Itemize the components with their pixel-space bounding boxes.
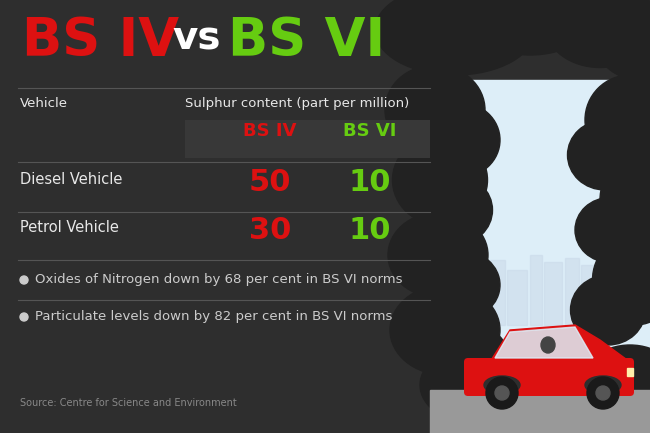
Text: BS VI: BS VI <box>228 15 385 67</box>
Polygon shape <box>430 390 650 433</box>
Polygon shape <box>470 325 630 362</box>
Bar <box>185 120 430 158</box>
Ellipse shape <box>417 175 493 245</box>
Ellipse shape <box>385 65 485 155</box>
Text: 10: 10 <box>349 168 391 197</box>
Ellipse shape <box>393 135 488 225</box>
Ellipse shape <box>390 285 500 375</box>
Text: 50: 50 <box>249 168 291 197</box>
Bar <box>619 260 637 325</box>
Circle shape <box>495 386 509 400</box>
Polygon shape <box>430 80 650 390</box>
Text: Particulate levels down by 82 per cent in BS VI norms: Particulate levels down by 82 per cent i… <box>35 310 393 323</box>
Ellipse shape <box>420 250 500 320</box>
Text: BS VI: BS VI <box>343 122 396 140</box>
Bar <box>490 260 505 325</box>
Circle shape <box>587 377 619 409</box>
Circle shape <box>20 276 28 284</box>
Ellipse shape <box>541 337 555 353</box>
Circle shape <box>486 377 518 409</box>
Ellipse shape <box>585 376 621 394</box>
Text: BS IV: BS IV <box>22 15 179 67</box>
Ellipse shape <box>422 323 508 388</box>
Text: Sulphur content (part per million): Sulphur content (part per million) <box>185 97 410 110</box>
Ellipse shape <box>420 103 500 178</box>
Text: Vehicle: Vehicle <box>20 97 68 110</box>
Ellipse shape <box>545 0 650 68</box>
Ellipse shape <box>580 345 650 425</box>
Bar <box>544 262 562 325</box>
Ellipse shape <box>495 350 625 430</box>
Ellipse shape <box>388 213 488 297</box>
Ellipse shape <box>571 275 645 345</box>
Text: Petrol Vehicle: Petrol Vehicle <box>20 220 119 235</box>
Bar <box>507 270 527 325</box>
Circle shape <box>20 313 28 321</box>
Ellipse shape <box>465 0 595 55</box>
Bar <box>565 258 579 325</box>
Text: Source: Centre for Science and Environment: Source: Centre for Science and Environme… <box>20 398 237 408</box>
Text: vs: vs <box>172 20 220 58</box>
Bar <box>581 265 603 325</box>
Text: Diesel Vehicle: Diesel Vehicle <box>20 172 122 187</box>
Ellipse shape <box>375 0 535 75</box>
Bar <box>472 268 488 325</box>
Text: BS IV: BS IV <box>243 122 296 140</box>
Ellipse shape <box>600 155 650 245</box>
Ellipse shape <box>593 235 650 325</box>
Ellipse shape <box>420 345 540 425</box>
Ellipse shape <box>484 376 520 394</box>
Text: 30: 30 <box>249 216 291 245</box>
Text: 10: 10 <box>349 216 391 245</box>
Circle shape <box>596 386 610 400</box>
Ellipse shape <box>575 197 645 262</box>
FancyBboxPatch shape <box>464 358 634 396</box>
Bar <box>627 368 633 376</box>
Polygon shape <box>495 327 593 358</box>
Bar <box>530 255 542 325</box>
Ellipse shape <box>595 0 650 80</box>
Ellipse shape <box>585 75 650 165</box>
Ellipse shape <box>567 120 642 190</box>
Text: Oxides of Nitrogen down by 68 per cent in BS VI norms: Oxides of Nitrogen down by 68 per cent i… <box>35 273 402 286</box>
Bar <box>605 252 617 325</box>
